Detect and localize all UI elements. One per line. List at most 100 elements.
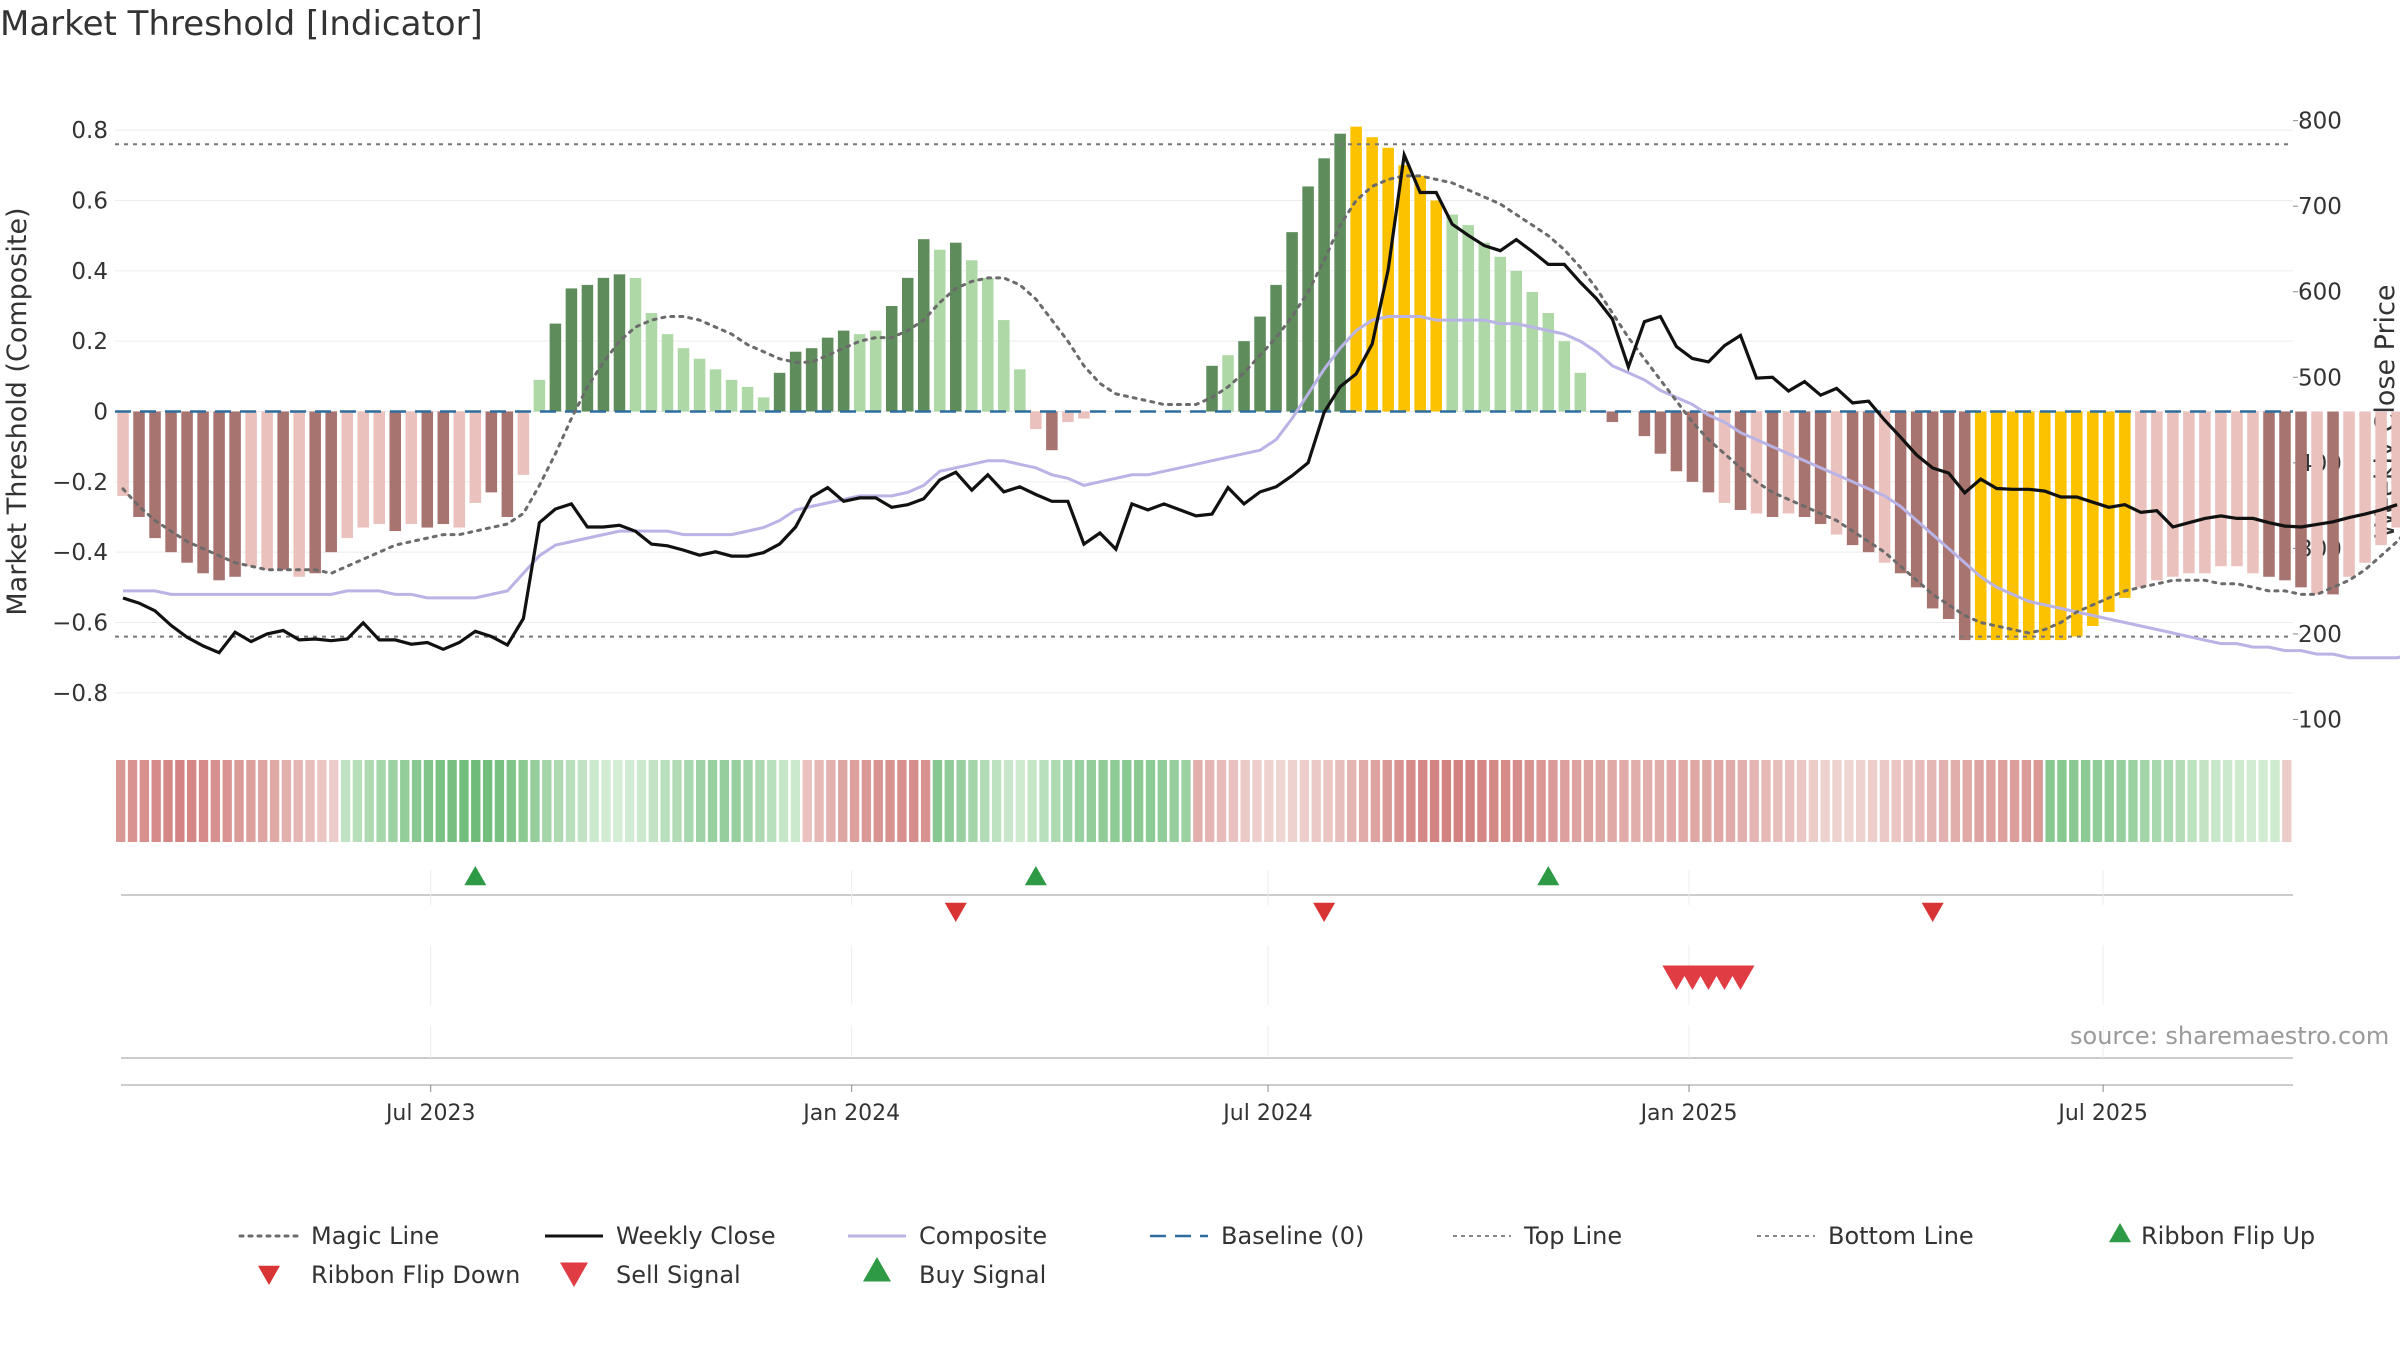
ribbon-cell xyxy=(1193,760,1203,842)
composite-bar xyxy=(2231,411,2243,567)
composite-bar xyxy=(1654,411,1667,454)
y-tick-label: 0.8 xyxy=(71,118,108,144)
ribbon-cell xyxy=(636,760,647,842)
ribbon-cell xyxy=(459,760,469,842)
composite-bar xyxy=(2215,411,2227,567)
composite-bar xyxy=(293,411,305,577)
composite-bar xyxy=(2279,411,2291,581)
ribbon-cell xyxy=(1015,760,1025,842)
ribbon-cell xyxy=(624,760,635,842)
composite-bar xyxy=(1894,411,1907,574)
composite-bar xyxy=(773,372,786,412)
composite-bar xyxy=(2135,411,2147,588)
ribbon-cell xyxy=(1903,760,1913,842)
legend-label: Baseline (0) xyxy=(1221,1222,1364,1250)
legend-label: Ribbon Flip Down xyxy=(311,1261,520,1289)
composite-bar xyxy=(933,249,946,412)
composite-bar xyxy=(581,284,594,412)
ribbon-cell xyxy=(1394,760,1404,842)
composite-bar xyxy=(1670,411,1683,472)
ribbon-cell xyxy=(447,760,457,842)
ribbon-cell xyxy=(1524,760,1534,842)
composite-bar xyxy=(966,260,978,412)
ribbon-cell xyxy=(163,760,173,842)
ribbon-cell xyxy=(139,760,150,842)
ribbon-cell xyxy=(1607,760,1617,842)
ribbon-cell xyxy=(838,760,848,842)
composite-bar xyxy=(165,411,177,553)
composite-bar xyxy=(405,411,418,525)
ribbon-cell xyxy=(1844,760,1854,842)
y-tick-label: −0.6 xyxy=(52,611,108,637)
y-tick-label: 0.6 xyxy=(71,189,108,215)
composite-bar xyxy=(885,306,898,412)
ribbon-cell xyxy=(1998,760,2008,842)
ribbon-flip-down-marker xyxy=(1313,902,1336,922)
composite-bar xyxy=(805,348,818,412)
ribbon-cell xyxy=(707,760,718,842)
composite-bar xyxy=(517,411,530,475)
ribbon-cell xyxy=(127,760,138,842)
composite-bar xyxy=(1350,126,1362,412)
composite-bar xyxy=(1718,411,1731,503)
ribbon-cell xyxy=(1003,760,1014,842)
ribbon-cell xyxy=(175,760,185,842)
composite-bar xyxy=(757,397,770,412)
ribbon-cell xyxy=(2282,760,2292,842)
ribbon-flip-up-marker xyxy=(1024,866,1047,886)
ribbon-cell xyxy=(2080,760,2091,842)
y2-tick-label: 500 xyxy=(2298,365,2342,391)
ribbon-cell xyxy=(317,760,327,842)
composite-bar xyxy=(2343,411,2355,577)
ribbon-cell xyxy=(956,760,966,842)
composite-bar xyxy=(1014,369,1026,412)
ribbon-cell xyxy=(1074,760,1085,842)
y-axis-label: Market Threshold (Composite) xyxy=(2,207,33,615)
composite-bar xyxy=(2022,411,2035,641)
legend-swatch xyxy=(560,1262,588,1287)
ribbon-cell xyxy=(435,760,445,842)
ribbon-cell xyxy=(1891,760,1901,842)
legend-item: Ribbon Flip Up xyxy=(2141,1222,2315,1250)
composite-bar xyxy=(2295,411,2307,588)
composite-bar xyxy=(2375,411,2387,546)
ribbon-cell xyxy=(1287,760,1298,842)
ribbon-cell xyxy=(210,760,221,842)
ribbon-cell xyxy=(1761,760,1771,842)
composite-bar xyxy=(197,411,209,574)
chart-title: Market Threshold [Indicator] xyxy=(0,4,483,44)
composite-bar xyxy=(1446,214,1458,412)
ribbon-cell xyxy=(340,760,351,842)
ribbon-cell xyxy=(968,760,978,842)
ribbon-cell xyxy=(2128,760,2138,842)
ribbon-cell xyxy=(1181,760,1191,842)
ribbon-cell xyxy=(861,760,872,842)
ribbon-cell xyxy=(1654,760,1665,842)
composite-bar xyxy=(245,411,257,567)
ribbon-cell xyxy=(506,760,516,842)
legend-item: Composite xyxy=(848,1222,1047,1250)
composite-bar xyxy=(2199,411,2211,574)
ribbon-cell xyxy=(1785,760,1795,842)
ribbon-cell xyxy=(1276,760,1286,842)
ribbon-cell xyxy=(1477,760,1487,842)
ribbon-cell xyxy=(2270,760,2280,842)
ribbon-cell xyxy=(1169,760,1179,842)
legend-label: Composite xyxy=(919,1222,1047,1250)
ribbon-cell xyxy=(1122,760,1132,842)
composite-bar xyxy=(2071,411,2083,637)
ribbon-cell xyxy=(1240,760,1250,842)
ribbon-cell xyxy=(1370,760,1381,842)
ribbon-cell xyxy=(352,760,363,842)
ribbon-cell xyxy=(1299,760,1310,842)
ribbon-cell xyxy=(1441,760,1452,842)
composite-bar xyxy=(693,358,706,412)
ribbon-cell xyxy=(329,760,339,842)
ribbon-cell xyxy=(1702,760,1712,842)
ribbon-cell xyxy=(1465,760,1475,842)
ribbon-cell xyxy=(767,760,777,842)
ribbon-cell xyxy=(1832,760,1842,842)
ribbon-cell xyxy=(1666,760,1676,842)
ribbon-cell xyxy=(826,760,836,842)
y2-tick-label: 200 xyxy=(2298,622,2342,648)
